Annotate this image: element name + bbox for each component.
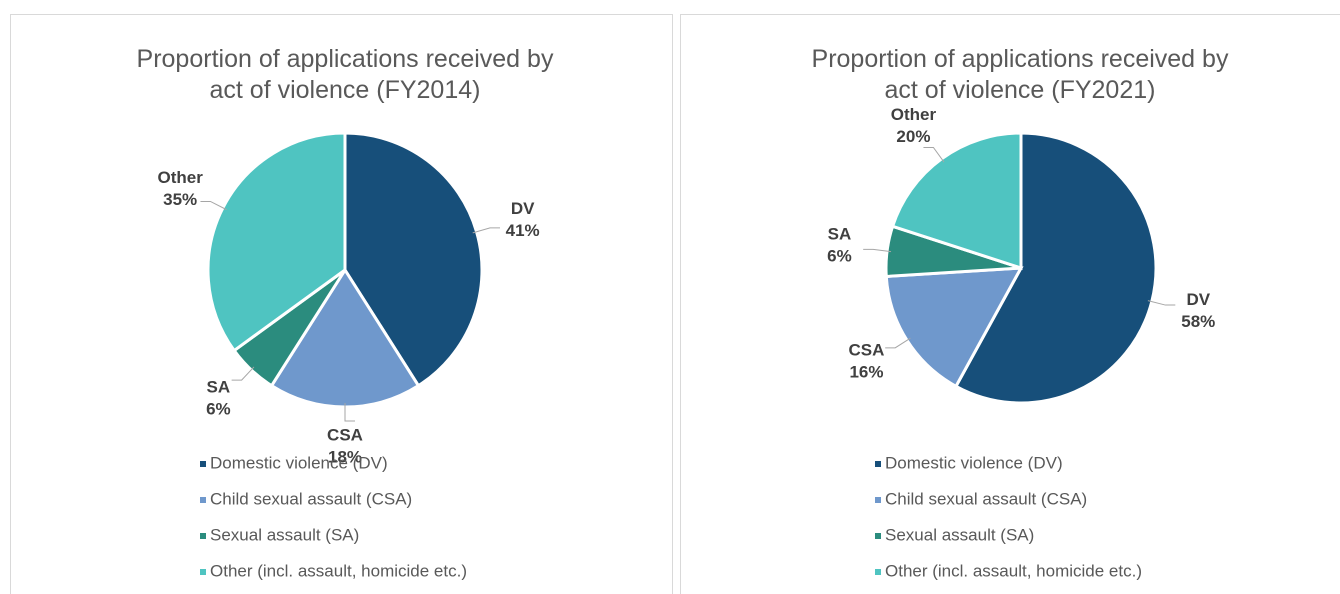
legend-label: Sexual assault (SA): [210, 525, 359, 544]
data-label-value: 6%: [827, 247, 852, 266]
chart-title: Proportion of applications received by a…: [136, 45, 554, 104]
legend-marker: [200, 533, 206, 539]
leader-line: [200, 200, 227, 211]
legend-label: Child sexual assault (CSA): [885, 489, 1087, 508]
legend-marker: [875, 461, 881, 467]
leader-line: [344, 403, 355, 422]
data-label-name: Other: [891, 105, 937, 124]
data-label-name: DV: [1186, 290, 1210, 309]
leader-line: [231, 366, 255, 381]
legend-label: Other (incl. assault, homicide etc.): [885, 561, 1142, 580]
data-label-name: SA: [207, 378, 231, 397]
data-label-value: 41%: [506, 221, 540, 240]
data-label-name: CSA: [849, 340, 885, 359]
data-label-value: 35%: [163, 190, 197, 209]
data-label-value: 16%: [849, 362, 883, 381]
leader-line: [472, 227, 501, 234]
leader-line: [1147, 300, 1176, 306]
legend-marker: [200, 497, 206, 503]
legend-label: Child sexual assault (CSA): [210, 489, 412, 508]
data-label-name: DV: [511, 199, 535, 218]
leader-line: [923, 146, 945, 163]
legend-label: Domestic violence (DV): [885, 453, 1063, 472]
data-label-value: 6%: [206, 400, 231, 419]
legend-marker: [200, 461, 206, 467]
data-label-value: 58%: [1181, 312, 1215, 331]
legend-label: Sexual assault (SA): [885, 525, 1034, 544]
data-label-value: 20%: [896, 127, 930, 146]
legend-label: Other (incl. assault, homicide etc.): [210, 561, 467, 580]
data-label-name: CSA: [327, 425, 363, 444]
data-label-value: 18%: [328, 447, 362, 466]
legend-marker: [200, 569, 206, 575]
legend-marker: [875, 569, 881, 575]
leader-line: [885, 337, 911, 349]
data-label-name: SA: [828, 225, 852, 244]
panel: [680, 14, 1340, 594]
panel: [10, 14, 673, 594]
chart-title: Proportion of applications received by a…: [811, 45, 1229, 104]
data-label-name: Other: [157, 168, 203, 187]
legend-marker: [875, 533, 881, 539]
leader-line: [863, 248, 892, 253]
legend-label: Domestic violence (DV): [210, 453, 388, 472]
legend-marker: [875, 497, 881, 503]
